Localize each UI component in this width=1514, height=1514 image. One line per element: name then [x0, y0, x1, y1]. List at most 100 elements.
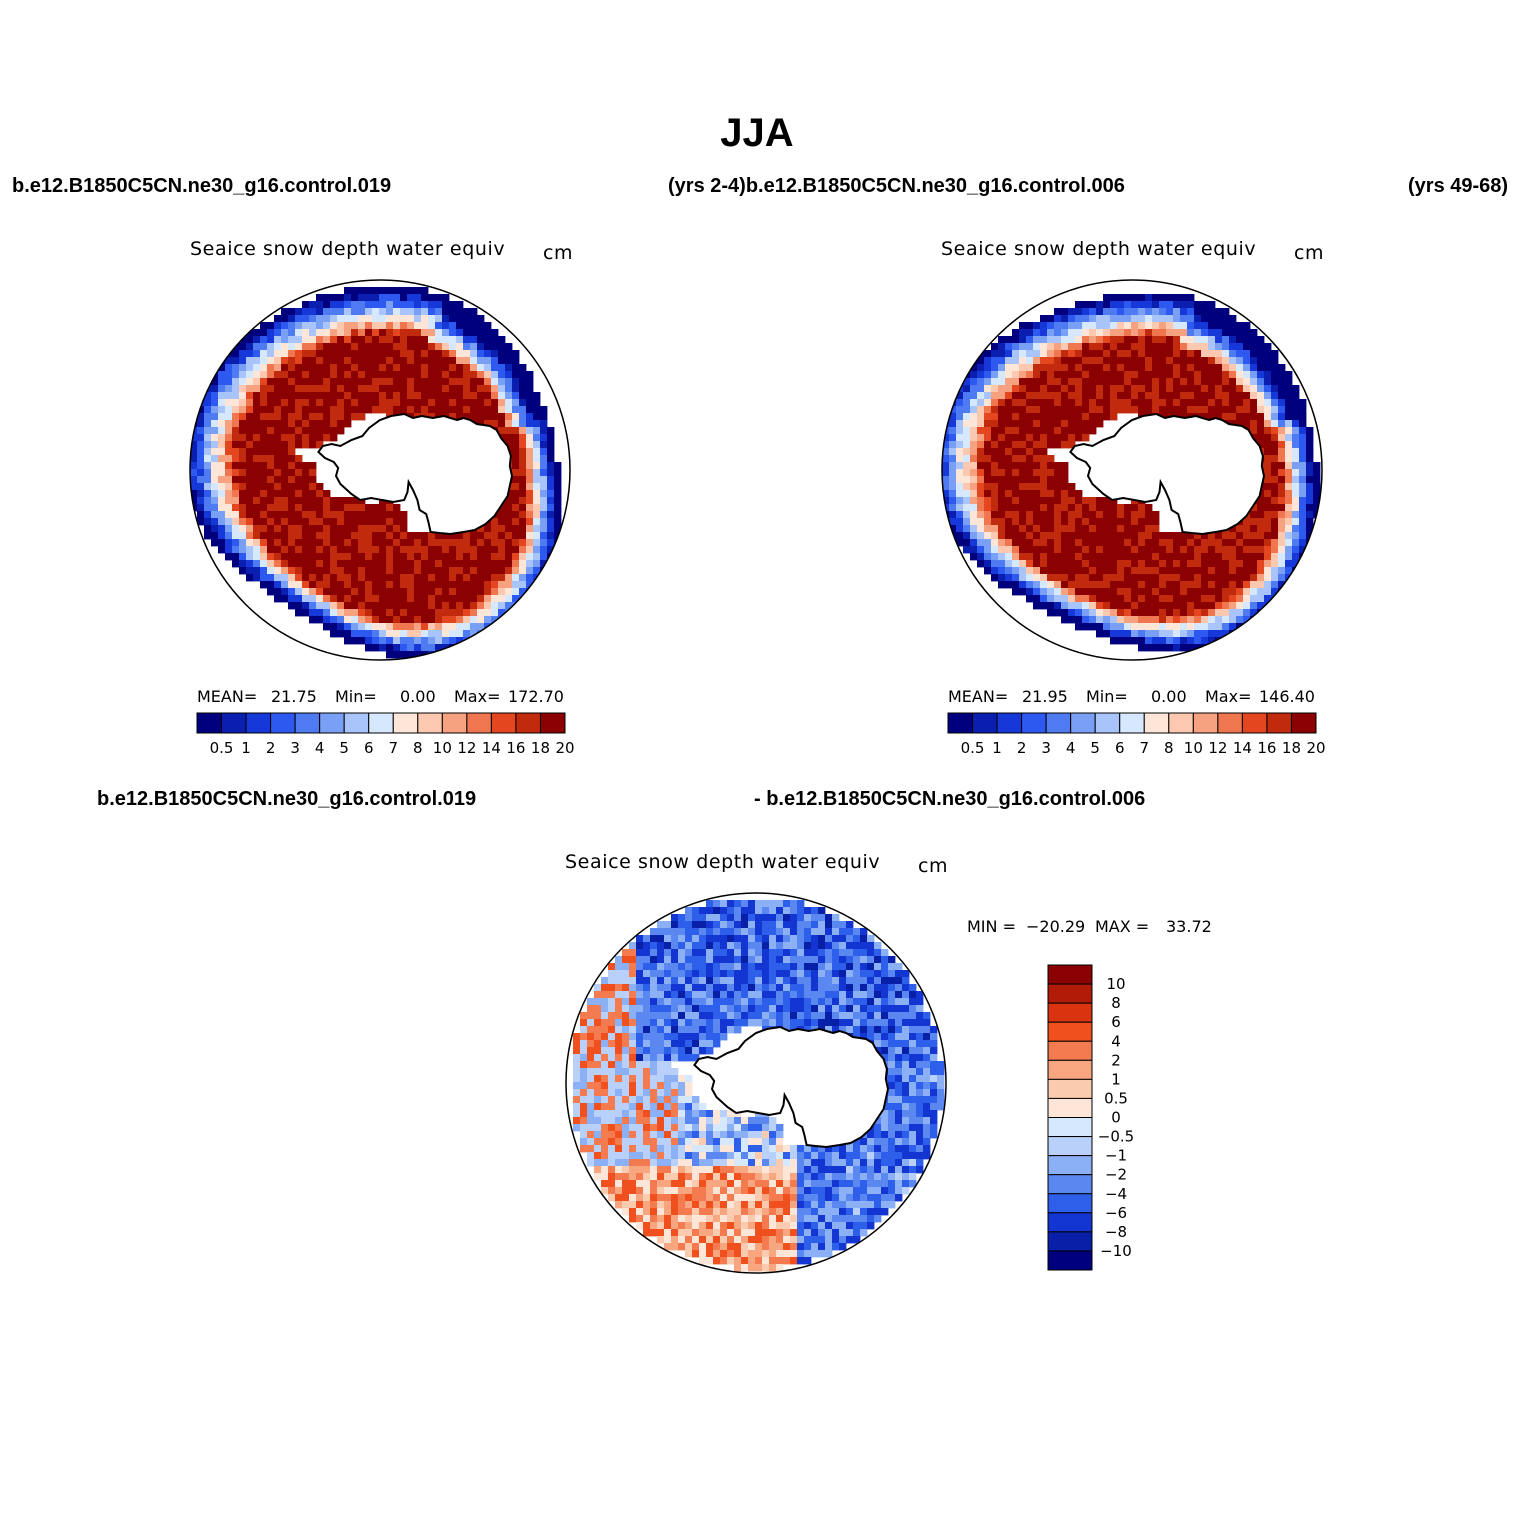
- map-grid-cell: [323, 406, 331, 414]
- map-grid-cell: [295, 399, 303, 407]
- map-grid-cell: [260, 343, 268, 351]
- map-grid-cell: [1103, 385, 1111, 393]
- map-grid-cell: [400, 371, 408, 379]
- map-grid-cell: [435, 574, 443, 582]
- map-grid-cell: [1173, 392, 1181, 400]
- map-grid-cell: [1187, 567, 1195, 575]
- map-grid-cell: [1061, 525, 1069, 533]
- map-grid-cell: [916, 998, 924, 1006]
- map-grid-cell: [867, 1012, 875, 1020]
- map-grid-cell: [351, 518, 359, 526]
- map-grid-cell: [386, 371, 394, 379]
- map-grid-cell: [547, 434, 555, 442]
- map-grid-cell: [790, 921, 798, 929]
- map-grid-cell: [1285, 420, 1293, 428]
- map-grid-cell: [407, 399, 415, 407]
- map-grid-cell: [288, 448, 296, 456]
- map-grid-cell: [1180, 553, 1188, 561]
- map-grid-cell: [783, 970, 791, 978]
- map-grid-cell: [1166, 616, 1174, 624]
- map-grid-cell: [407, 546, 415, 554]
- map-grid-cell: [365, 532, 373, 540]
- map-grid-cell: [991, 497, 999, 505]
- colorbar-tick-label: 7: [388, 739, 398, 757]
- map-grid-cell: [421, 616, 429, 624]
- map-grid-cell: [573, 1075, 581, 1083]
- map-grid-cell: [442, 567, 450, 575]
- map-grid-cell: [491, 406, 499, 414]
- map-grid-cell: [400, 644, 408, 652]
- map-grid-cell: [1082, 308, 1090, 316]
- map-grid-cell: [629, 1005, 637, 1013]
- map-grid-cell: [267, 560, 275, 568]
- map-grid-cell: [337, 301, 345, 309]
- map-grid-cell: [977, 539, 985, 547]
- map-grid-cell: [895, 1033, 903, 1041]
- map-grid-cell: [274, 434, 282, 442]
- map-grid-cell: [512, 476, 520, 484]
- map-grid-cell: [1278, 560, 1286, 568]
- map-grid-cell: [379, 308, 387, 316]
- map-grid-cell: [783, 949, 791, 957]
- map-grid-cell: [615, 998, 623, 1006]
- map-grid-cell: [734, 907, 742, 915]
- map-grid-cell: [1257, 504, 1265, 512]
- map-grid-cell: [977, 420, 985, 428]
- map-grid-cell: [1026, 462, 1034, 470]
- map-grid-cell: [372, 336, 380, 344]
- map-grid-cell: [1131, 595, 1139, 603]
- map-grid-cell: [1033, 462, 1041, 470]
- case-name-top-left: b.e12.B1850C5CN.ne30_g16.control.019: [12, 175, 391, 197]
- map-grid-cell: [1005, 336, 1013, 344]
- map-grid-cell: [519, 378, 527, 386]
- map-grid-cell: [1222, 616, 1230, 624]
- map-grid-cell: [260, 511, 268, 519]
- map-grid-cell: [428, 637, 436, 645]
- map-grid-cell: [302, 392, 310, 400]
- panel-2-map-boundary: [941, 279, 1323, 661]
- map-grid-cell: [776, 942, 784, 950]
- map-grid-cell: [608, 1082, 616, 1090]
- map-grid-cell: [1215, 322, 1223, 330]
- map-grid-cell: [1313, 476, 1321, 484]
- map-grid-cell: [629, 1082, 637, 1090]
- map-grid-cell: [302, 420, 310, 428]
- map-grid-cell: [400, 308, 408, 316]
- map-grid-cell: [281, 371, 289, 379]
- map-grid-cell: [1061, 392, 1069, 400]
- map-grid-cell: [923, 1061, 931, 1069]
- map-grid-cell: [498, 504, 506, 512]
- map-grid-cell: [400, 623, 408, 631]
- map-grid-cell: [498, 609, 506, 617]
- map-grid-cell: [211, 385, 219, 393]
- map-grid-cell: [1159, 630, 1167, 638]
- map-grid-cell: [956, 532, 964, 540]
- map-grid-cell: [902, 1075, 910, 1083]
- map-grid-cell: [477, 399, 485, 407]
- map-grid-cell: [622, 1019, 630, 1027]
- map-grid-cell: [615, 1068, 623, 1076]
- map-grid-cell: [323, 315, 331, 323]
- colorbar-swatch: [1070, 712, 1096, 734]
- map-grid-cell: [977, 455, 985, 463]
- map-grid-cell: [825, 998, 833, 1006]
- map-grid-cell: [344, 315, 352, 323]
- map-grid-cell: [1033, 399, 1041, 407]
- map-grid-cell: [713, 942, 721, 950]
- map-grid-cell: [393, 553, 401, 561]
- map-grid-cell: [587, 1012, 595, 1020]
- map-grid-cell: [671, 935, 679, 943]
- map-grid-cell: [1180, 623, 1188, 631]
- map-grid-cell: [1159, 539, 1167, 547]
- map-grid-cell: [239, 406, 247, 414]
- map-grid-cell: [1180, 343, 1188, 351]
- map-grid-cell: [1019, 441, 1027, 449]
- map-grid-cell: [344, 581, 352, 589]
- map-grid-cell: [1250, 567, 1258, 575]
- map-grid-cell: [442, 546, 450, 554]
- map-grid-cell: [1082, 553, 1090, 561]
- map-grid-cell: [288, 357, 296, 365]
- map-grid-cell: [650, 984, 658, 992]
- map-grid-cell: [1271, 504, 1279, 512]
- map-grid-cell: [274, 378, 282, 386]
